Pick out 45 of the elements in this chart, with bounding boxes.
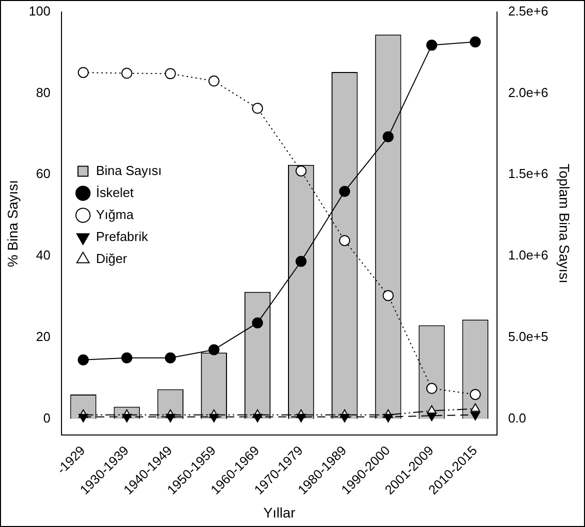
point bbox=[252, 317, 264, 328]
point bbox=[78, 354, 89, 366]
y-tick-label: 0 bbox=[43, 410, 50, 426]
point bbox=[470, 412, 480, 420]
point bbox=[340, 414, 350, 422]
legend-label: Diğer bbox=[96, 250, 128, 266]
y2-tick-label: 1.5e+6 bbox=[508, 166, 548, 182]
y-tick-label: 20 bbox=[36, 329, 50, 344]
y-tick-label: 60 bbox=[36, 166, 50, 182]
point bbox=[470, 388, 481, 400]
y2-tick-label: 2.0e+6 bbox=[508, 84, 548, 100]
point bbox=[252, 414, 262, 422]
point bbox=[166, 414, 176, 422]
point bbox=[383, 414, 394, 422]
legend-label: Prefabrik bbox=[96, 228, 149, 244]
point bbox=[382, 290, 394, 302]
y2-tick-label: 5.0e+5 bbox=[508, 329, 548, 344]
point bbox=[296, 256, 307, 267]
y2-tick-label: 0.0 bbox=[508, 410, 526, 426]
point bbox=[164, 352, 176, 364]
point bbox=[208, 344, 220, 356]
point bbox=[296, 165, 307, 176]
point bbox=[470, 403, 480, 412]
point bbox=[121, 352, 132, 364]
point bbox=[470, 36, 481, 48]
y2-tick-label: 2.5e+6 bbox=[508, 3, 548, 18]
legend-label: Yığma bbox=[96, 206, 134, 222]
point bbox=[209, 414, 219, 422]
y2-axis-title: Toplam Bina Sayısı bbox=[556, 164, 573, 284]
point bbox=[339, 186, 350, 197]
point bbox=[78, 414, 88, 422]
legend-label: İskelet bbox=[96, 184, 134, 200]
y-tick-label: 80 bbox=[36, 84, 50, 100]
point bbox=[296, 414, 306, 422]
x-axis-title: Yıllar bbox=[263, 504, 296, 520]
point bbox=[339, 235, 350, 246]
point bbox=[426, 40, 438, 51]
point bbox=[382, 131, 394, 142]
point bbox=[426, 412, 437, 422]
y-axis-title: % Bina Sayısı bbox=[4, 180, 20, 268]
point bbox=[426, 382, 438, 394]
y2-tick-label: 1.0e+6 bbox=[508, 248, 548, 263]
y-tick-label: 100 bbox=[28, 3, 50, 18]
legend-label: Bina Sayısı bbox=[96, 162, 162, 178]
y-tick-label: 40 bbox=[36, 248, 50, 263]
